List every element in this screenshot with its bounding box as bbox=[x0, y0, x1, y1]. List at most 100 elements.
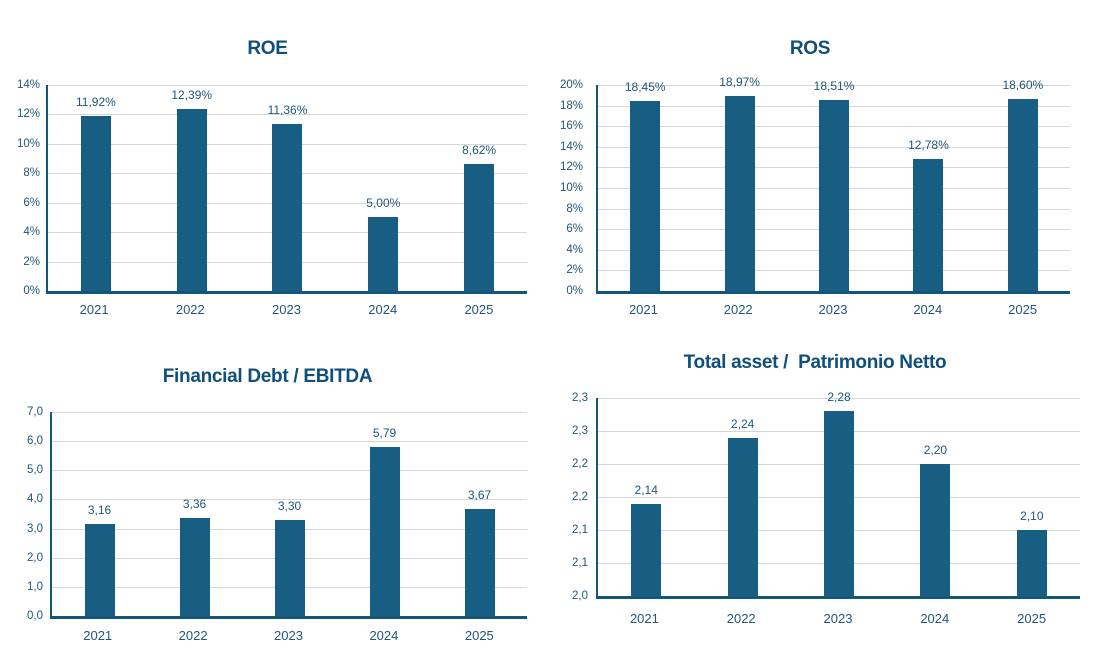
x-tick-label: 2024 bbox=[368, 302, 398, 317]
bar-2024: 5,00% bbox=[366, 196, 400, 291]
x-tick-label: 2025 bbox=[464, 302, 494, 317]
bar-value-label: 18,60% bbox=[1002, 78, 1044, 93]
bar-2024: 5,79 bbox=[369, 426, 400, 616]
x-tick-label: 2023 bbox=[272, 302, 301, 317]
plot-area: 11,92% 12,39% 11,36% 5,00% 8,62% bbox=[46, 85, 527, 294]
y-tick-label: 2,1 bbox=[572, 557, 588, 569]
bar-2025: 18,60% bbox=[1002, 78, 1043, 291]
y-tick-label: 6% bbox=[566, 223, 583, 236]
x-tick-label: 2021 bbox=[629, 611, 659, 626]
bar-value-label: 2,24 bbox=[730, 416, 755, 431]
bar-2022: 12,39% bbox=[171, 88, 212, 291]
plot-area: 2,14 2,24 2,28 2,20 2,10 bbox=[596, 390, 1080, 599]
bar-slot: 11,36% bbox=[240, 85, 336, 291]
bar-slot: 3,16 bbox=[52, 412, 147, 616]
bar-2023: 3,30 bbox=[274, 499, 305, 616]
y-tick-label: 2,3 bbox=[572, 425, 588, 437]
x-tick-label: 2021 bbox=[628, 302, 658, 317]
bar-value-label: 18,97% bbox=[719, 74, 760, 89]
x-tick-label: 2022 bbox=[723, 302, 753, 317]
x-axis-labels: 2021 2022 2023 2024 2025 bbox=[50, 628, 527, 643]
x-tick-label: 2024 bbox=[913, 302, 943, 317]
bar-2022: 18,97% bbox=[719, 75, 760, 291]
bar-value-label: 2,10 bbox=[1020, 509, 1044, 524]
bar-slot: 11,92% bbox=[48, 85, 144, 291]
bar-value-label: 2,28 bbox=[827, 390, 851, 405]
bar-slot: 18,60% bbox=[976, 78, 1070, 291]
bar-value-label: 18,51% bbox=[813, 79, 855, 94]
chart-body: 7,0 6,0 5,0 4,0 3,0 2,0 1,0 0,0 3,16 3,36 3,30 5,7… bbox=[8, 406, 527, 622]
y-tick-label: 2,3 bbox=[572, 392, 588, 404]
bar-value-label: 3,36 bbox=[182, 497, 207, 512]
bar-slot: 5,79 bbox=[337, 412, 432, 616]
gridline bbox=[598, 85, 1070, 86]
y-tick-label: 3,0 bbox=[27, 522, 43, 535]
y-tick-label: 12% bbox=[16, 108, 40, 121]
bar-2025: 8,62% bbox=[462, 143, 496, 291]
x-tick-label: 2022 bbox=[178, 628, 208, 643]
bar-2025: 2,10 bbox=[1016, 509, 1047, 596]
bar-slot: 3,67 bbox=[432, 412, 527, 616]
bar-value-label: 8,62% bbox=[462, 143, 497, 158]
x-axis-labels: 2021 2022 2023 2024 2025 bbox=[596, 611, 1080, 626]
bar-value-label: 11,92% bbox=[75, 94, 116, 109]
y-tick-label: 6% bbox=[23, 196, 40, 209]
bar-value-label: 18,45% bbox=[624, 79, 666, 94]
gridline bbox=[52, 412, 527, 413]
bar-slot: 3,36 bbox=[147, 412, 242, 616]
bar-slot: 12,78% bbox=[881, 85, 975, 291]
y-tick-label: 0% bbox=[566, 285, 583, 297]
y-tick-label: 14% bbox=[16, 79, 40, 91]
bar-slot: 2,14 bbox=[598, 398, 694, 596]
bar-2021: 11,92% bbox=[76, 95, 116, 291]
bar-value-label: 2,14 bbox=[634, 482, 658, 497]
bar-2023: 11,36% bbox=[268, 103, 307, 291]
x-tick-label: 2021 bbox=[79, 302, 109, 317]
bar-value-label: 2,20 bbox=[923, 443, 948, 458]
bar-2023: 2,28 bbox=[824, 390, 855, 596]
y-tick-label: 10% bbox=[559, 182, 583, 194]
bar-value-label: 3,16 bbox=[87, 502, 112, 517]
bar-slot: 18,45% bbox=[598, 80, 692, 291]
bar-slot: 2,28 bbox=[791, 390, 887, 596]
x-tick-label: 2023 bbox=[818, 302, 848, 317]
bar-2024: 2,20 bbox=[920, 443, 951, 596]
y-tick-label: 1,0 bbox=[27, 580, 43, 593]
bar-slot: 18,97% bbox=[692, 75, 786, 291]
y-tick-label: 8% bbox=[23, 167, 40, 180]
chart-body: 20% 18% 16% 14% 12% 10% 8% 6% 4% 2% 0% 18,45% 18,97… bbox=[550, 75, 1070, 297]
bar-2023: 18,51% bbox=[814, 79, 854, 291]
x-tick-label: 2025 bbox=[1008, 302, 1038, 317]
y-tick-label: 4% bbox=[23, 226, 40, 239]
x-axis-labels: 2021 2022 2023 2024 2025 bbox=[596, 302, 1070, 317]
gridline bbox=[598, 398, 1080, 399]
y-tick-label: 0% bbox=[23, 285, 40, 297]
financial-debt-ebitda-chart: Financial Debt / EBITDA 7,0 6,0 5,0 4,0 3,0 2… bbox=[8, 352, 527, 643]
gridline bbox=[52, 470, 527, 472]
y-tick-label: 8% bbox=[566, 202, 583, 215]
bar-slot: 2,10 bbox=[984, 398, 1080, 596]
gridline bbox=[48, 114, 527, 116]
y-tick-label: 6,0 bbox=[27, 435, 43, 448]
y-tick-label: 4% bbox=[566, 243, 583, 256]
y-tick-label: 2% bbox=[23, 255, 40, 268]
bar-2022: 2,24 bbox=[727, 417, 758, 596]
y-tick-label: 2,1 bbox=[572, 524, 588, 536]
chart-body: 2,3 2,3 2,2 2,2 2,1 2,1 2,0 2,14 2,24 2,28 2,20 2,… bbox=[550, 390, 1080, 602]
y-tick-label: 2% bbox=[566, 264, 583, 277]
y-tick-label: 2,2 bbox=[572, 458, 588, 470]
bar-slot: 8,62% bbox=[431, 85, 527, 291]
bar-slot: 3,30 bbox=[242, 412, 337, 616]
bar-slot: 5,00% bbox=[335, 85, 431, 291]
y-tick-label: 14% bbox=[559, 140, 583, 153]
bar-value-label: 3,30 bbox=[277, 498, 302, 513]
bar-2021: 3,16 bbox=[84, 503, 115, 616]
y-tick-label: 2,2 bbox=[572, 491, 588, 503]
bar-2022: 3,36 bbox=[179, 497, 210, 616]
x-axis-labels: 2021 2022 2023 2024 2025 bbox=[46, 302, 527, 317]
bar-slot: 18,51% bbox=[787, 79, 881, 291]
y-axis-labels: 2,3 2,3 2,2 2,2 2,1 2,1 2,0 bbox=[550, 392, 596, 602]
chart-body: 14% 12% 10% 8% 6% 4% 2% 0% 11,92% 12,39% 11,36% 5,… bbox=[8, 79, 527, 297]
bar-value-label: 5,00% bbox=[366, 196, 401, 211]
